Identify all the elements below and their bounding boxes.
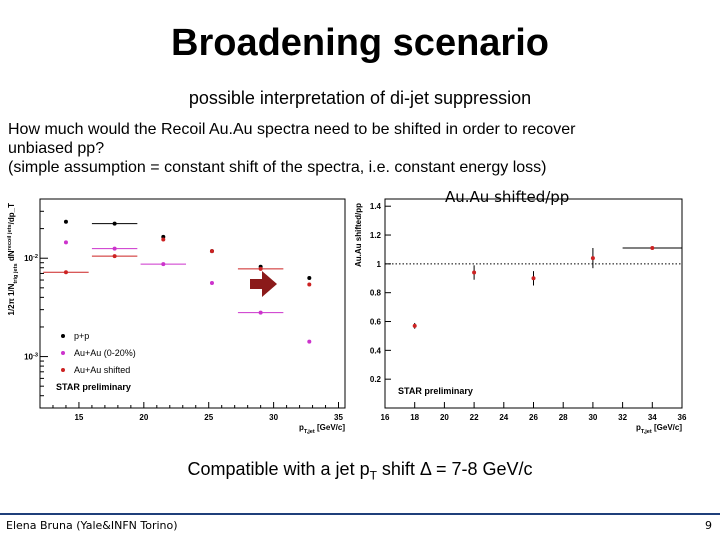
y-axis-label: Au.Au shifted/pp — [354, 203, 363, 267]
data-point — [590, 256, 595, 261]
x-tick-label: 32 — [618, 413, 627, 422]
x-tick-label: 16 — [381, 413, 390, 422]
shift-arrow — [250, 271, 277, 297]
y-tick-label: 10-3 — [24, 353, 38, 362]
question-line: (simple assumption = constant shift of t… — [8, 159, 547, 176]
x-tick-label: 22 — [470, 413, 479, 422]
y-tick-label: 0.2 — [370, 375, 382, 384]
data-point — [112, 246, 117, 251]
data-point — [209, 249, 214, 254]
data-point — [63, 270, 68, 275]
x-tick-label: 18 — [410, 413, 419, 422]
x-tick-label: 35 — [334, 413, 343, 422]
x-tick-label: 36 — [678, 413, 687, 422]
question-line: How much would the Recoil Au.Au spectra … — [8, 121, 576, 138]
y-tick-label: 0.6 — [370, 318, 382, 327]
x-tick-label: 25 — [204, 413, 213, 422]
legend-marker — [61, 334, 65, 338]
x-tick-label: 28 — [559, 413, 568, 422]
data-point — [472, 270, 477, 275]
data-point — [650, 246, 655, 251]
x-tick-label: 34 — [648, 413, 657, 422]
x-tick-label: 24 — [499, 413, 508, 422]
legend-label: Au+Au shifted — [74, 365, 130, 375]
x-axis-label: pT,jet [GeV/c] — [636, 423, 682, 435]
question-line: unbiased pp? — [8, 140, 105, 157]
spectra-plot-frame — [39, 198, 346, 409]
y-tick-label: 0.4 — [370, 346, 382, 355]
data-point — [307, 275, 312, 280]
page-number: 9 — [705, 519, 712, 532]
ratio-plot-frame — [384, 198, 683, 409]
legend-label: p+p — [74, 331, 89, 341]
footer-author: Elena Bruna (Yale&INFN Torino) — [6, 519, 178, 532]
ratio-plot-label: Au.Au shifted/pp — [445, 188, 570, 206]
conclusion-suffix: shift Δ = 7-8 GeV/c — [376, 459, 533, 479]
slide-title: Broadening scenario — [171, 22, 549, 64]
y-axis-label: 1/2π 1/Ntrig jets dNrecoil jets/dp_T — [7, 203, 19, 316]
legend-marker — [61, 351, 65, 355]
conclusion-subscript: T — [369, 468, 377, 483]
y-tick-label: 1 — [377, 260, 382, 269]
data-point — [307, 282, 312, 287]
x-tick-label: 30 — [588, 413, 597, 422]
data-point — [531, 276, 536, 281]
y-tick-label: 1.4 — [370, 202, 382, 211]
data-point — [412, 323, 417, 328]
data-point — [161, 262, 166, 267]
data-point — [63, 219, 68, 224]
x-tick-label: 26 — [529, 413, 538, 422]
data-point — [161, 237, 166, 242]
data-point — [258, 310, 263, 315]
x-tick-label: 15 — [74, 413, 83, 422]
y-tick-label: 10-2 — [24, 254, 38, 263]
y-tick-label: 0.8 — [370, 289, 382, 298]
x-tick-label: 20 — [139, 413, 148, 422]
spectra-chart: 15 20 25 30 35 10-2 10-3 pT,jet [GeV/c] 1/2π 1/N… — [7, 198, 346, 435]
x-tick-label: 30 — [269, 413, 278, 422]
y-tick-label: 1.2 — [370, 231, 382, 240]
conclusion-text: Compatible with a jet pT shift Δ = 7-8 G… — [0, 459, 720, 483]
slide-subtitle: possible interpretation of di-jet suppre… — [188, 88, 532, 108]
star-preliminary-label: STAR preliminary — [56, 382, 131, 392]
x-axis-label: pT,jet [GeV/c] — [299, 423, 345, 435]
legend-label: Au+Au (0-20%) — [74, 348, 136, 358]
question-text: How much would the Recoil Au.Au spectra … — [8, 120, 713, 177]
data-point — [63, 240, 68, 245]
star-preliminary-label: STAR preliminary — [398, 386, 473, 396]
legend-marker — [61, 368, 65, 372]
data-point — [258, 266, 263, 271]
data-point — [112, 254, 117, 259]
data-point — [112, 221, 117, 226]
x-tick-label: 20 — [440, 413, 449, 422]
ratio-chart: 16 18 20 22 24 26 28 30 32 34 36 0.2 0.4 0.6 0.8 1 1.2 1.… — [354, 198, 687, 435]
conclusion-prefix: Compatible with a jet p — [187, 459, 370, 479]
footer-divider — [0, 513, 720, 515]
data-point — [307, 339, 312, 344]
data-point — [209, 280, 214, 285]
